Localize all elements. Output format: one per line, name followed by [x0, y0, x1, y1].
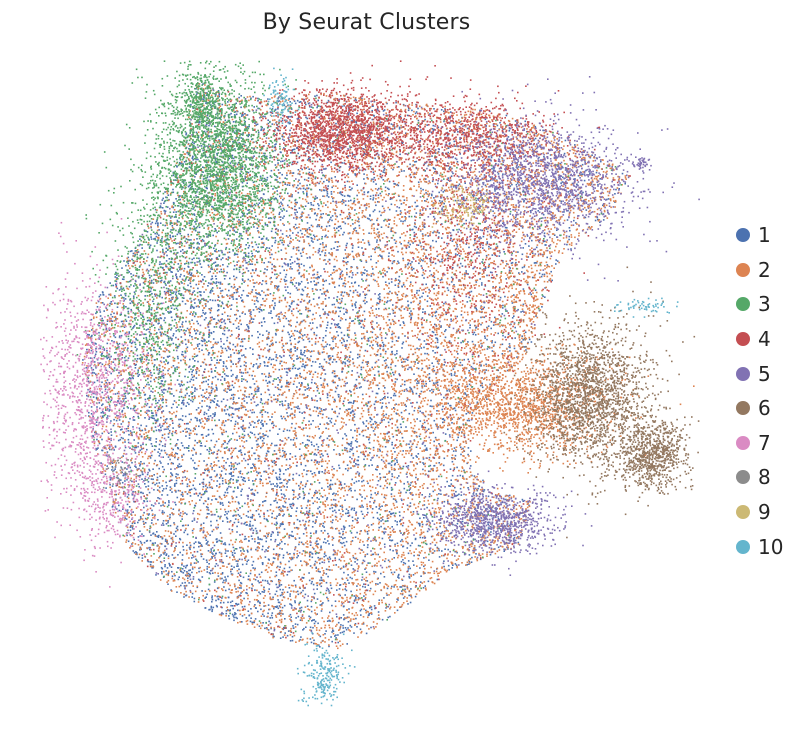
series-10-points — [263, 67, 679, 707]
legend-label: 3 — [758, 294, 771, 314]
legend-item-8: 8 — [730, 460, 808, 495]
legend-item-6: 6 — [730, 391, 808, 426]
series-5-points — [87, 76, 700, 633]
legend-label: 8 — [758, 467, 771, 487]
legend-item-2: 2 — [730, 253, 808, 288]
series-3-points — [76, 60, 622, 641]
legend-item-9: 9 — [730, 495, 808, 530]
legend-item-3: 3 — [730, 287, 808, 322]
legend-label: 4 — [758, 329, 771, 349]
legend-marker — [736, 297, 750, 312]
legend-label: 5 — [758, 364, 771, 384]
legend-item-5: 5 — [730, 356, 808, 391]
legend-label: 1 — [758, 225, 771, 245]
legend-item-4: 4 — [730, 322, 808, 357]
legend-marker — [736, 435, 750, 450]
series-2-points — [81, 83, 695, 650]
legend-label: 6 — [758, 398, 771, 418]
legend-item-1: 1 — [730, 218, 808, 253]
series-8-points — [102, 448, 147, 489]
legend-item-10: 10 — [730, 529, 808, 564]
legend: 1 2 3 4 5 6 7 8 9 10 — [730, 218, 808, 564]
legend-label: 2 — [758, 260, 771, 280]
series-9-points — [431, 184, 510, 229]
legend-marker — [736, 401, 750, 416]
legend-marker — [736, 539, 750, 554]
chart-title: By Seurat Clusters — [0, 10, 733, 35]
legend-marker — [736, 505, 750, 520]
legend-marker — [736, 332, 750, 347]
legend-marker — [736, 228, 750, 243]
legend-label: 9 — [758, 502, 771, 522]
legend-item-7: 7 — [730, 426, 808, 461]
series-1-points — [82, 83, 626, 648]
series-6-points — [496, 266, 700, 539]
legend-label: 7 — [758, 433, 771, 453]
legend-label: 10 — [758, 537, 783, 557]
legend-marker — [736, 470, 750, 485]
legend-marker — [736, 262, 750, 277]
series-4-points — [87, 60, 631, 644]
legend-marker — [736, 366, 750, 381]
series-7-points — [40, 218, 187, 588]
